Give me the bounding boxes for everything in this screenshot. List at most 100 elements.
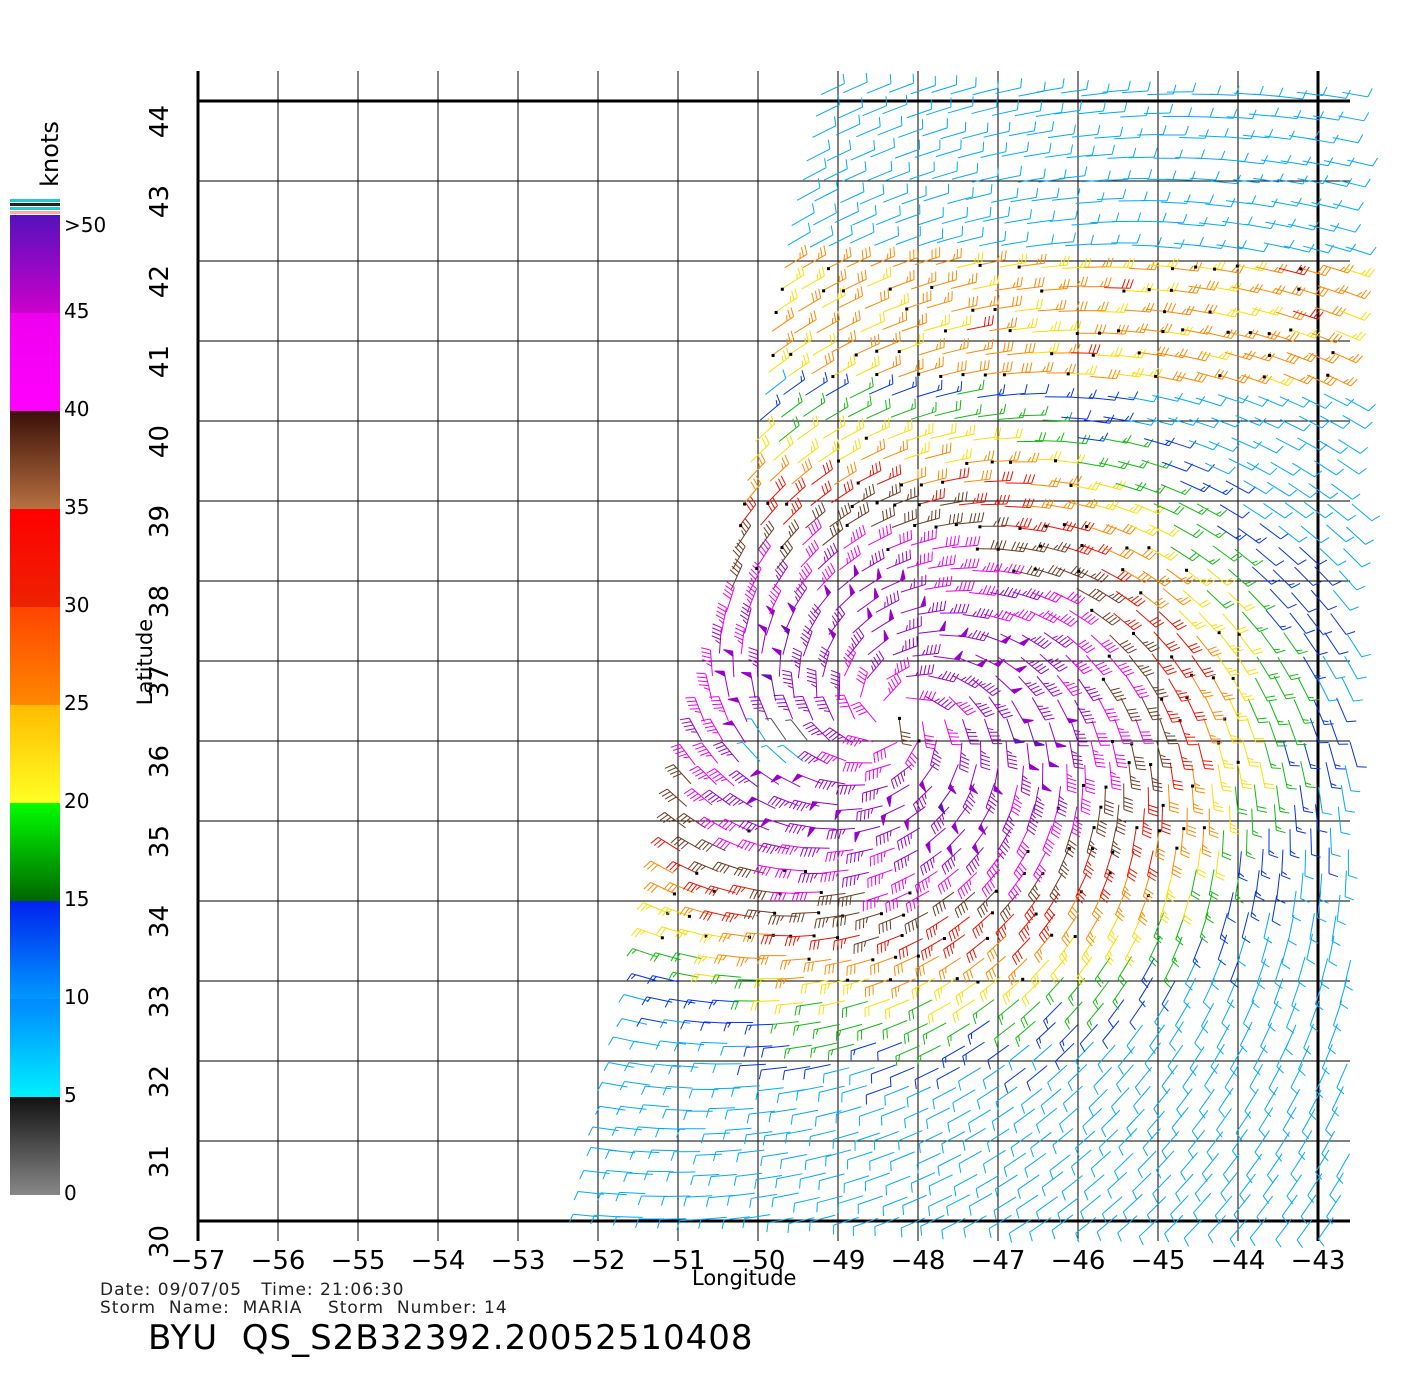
wind-barb-feather bbox=[757, 548, 765, 557]
wind-barb bbox=[645, 1085, 672, 1090]
wind-barb-feather bbox=[901, 645, 904, 652]
wind-barb-feather bbox=[712, 1063, 717, 1074]
wind-barb bbox=[1066, 764, 1068, 791]
wind-barb bbox=[1090, 740, 1097, 767]
wind-barb-feather bbox=[1258, 721, 1269, 724]
wind-barb-feather bbox=[914, 364, 918, 371]
wind-barb-feather bbox=[1040, 298, 1044, 309]
wind-barb-feather bbox=[1076, 454, 1082, 464]
wind-barb-feather bbox=[1320, 983, 1330, 990]
wind-barb bbox=[666, 788, 687, 807]
wind-barb bbox=[905, 697, 932, 702]
wind-barb-feather bbox=[1075, 660, 1085, 666]
wind-barb bbox=[822, 424, 846, 439]
wind-barb-feather bbox=[979, 992, 984, 1003]
wind-barb-feather bbox=[1228, 466, 1236, 475]
wind-barb bbox=[1321, 1130, 1335, 1154]
wind-barb bbox=[1086, 826, 1095, 853]
wind-barb-feather bbox=[1099, 594, 1107, 602]
rain-flag bbox=[1080, 544, 1084, 548]
wind-barb bbox=[1268, 354, 1294, 365]
wind-barb-feather bbox=[717, 954, 723, 965]
rain-flag bbox=[1009, 460, 1013, 464]
wind-barb bbox=[1101, 568, 1125, 583]
rain-flag bbox=[1289, 328, 1293, 332]
wind-barb-feather bbox=[667, 767, 677, 772]
wind-barb bbox=[792, 1109, 819, 1116]
wind-barb bbox=[1299, 785, 1305, 812]
wind-barb-feather bbox=[1346, 377, 1355, 385]
wind-barb-feather bbox=[674, 838, 682, 846]
wind-barb-feather bbox=[937, 643, 941, 654]
wind-barb-feather bbox=[771, 1197, 774, 1208]
wind-barb-feather bbox=[1079, 1043, 1086, 1053]
wind-barb-feather bbox=[1091, 480, 1098, 490]
wind-barb bbox=[1226, 977, 1238, 1002]
rain-flag bbox=[889, 978, 893, 982]
wind-barb-feather bbox=[1090, 618, 1099, 625]
rain-flag bbox=[919, 483, 923, 487]
wind-barb bbox=[941, 1131, 966, 1145]
rain-flag bbox=[879, 912, 883, 916]
wind-barb-feather bbox=[1329, 492, 1339, 499]
wind-barb-feather bbox=[1339, 266, 1346, 271]
wind-barb bbox=[704, 910, 730, 918]
wind-barb-feather bbox=[844, 504, 849, 515]
wind-barb-feather bbox=[884, 1009, 887, 1020]
wind-barb-feather bbox=[975, 926, 980, 936]
wind-barb-feather bbox=[818, 504, 823, 514]
wind-barb bbox=[1299, 546, 1319, 566]
wind-barb-feather bbox=[958, 1081, 962, 1091]
wind-barb bbox=[937, 1154, 962, 1167]
wind-barb-feather bbox=[760, 955, 765, 965]
wind-barb-feather bbox=[1150, 647, 1160, 653]
wind-barb bbox=[643, 902, 668, 914]
wind-barb-feather bbox=[722, 793, 731, 800]
wind-barb-feather bbox=[1177, 692, 1188, 695]
wind-barb-feather bbox=[1353, 699, 1364, 702]
wind-barb-feather bbox=[686, 883, 694, 892]
wind-barb-feather bbox=[1204, 767, 1215, 770]
wind-barb bbox=[1054, 592, 1079, 605]
wind-barb bbox=[1336, 697, 1348, 723]
wind-barb bbox=[1297, 437, 1321, 451]
wind-barb bbox=[809, 234, 834, 248]
wind-barb-feather bbox=[761, 891, 767, 901]
colorbar-bin bbox=[10, 411, 60, 509]
wind-barb-feather bbox=[777, 844, 783, 854]
wind-barb-feather bbox=[1253, 283, 1260, 293]
wind-barb-feather bbox=[1303, 1047, 1312, 1055]
wind-barb bbox=[1204, 462, 1229, 475]
wind-barb-feather bbox=[792, 800, 799, 810]
wind-barb bbox=[793, 319, 817, 334]
wind-barb bbox=[1145, 675, 1160, 699]
wind-barb bbox=[828, 1043, 855, 1052]
wind-barb bbox=[997, 417, 1024, 421]
wind-barb-feather bbox=[1322, 720, 1329, 723]
wind-barb-feather bbox=[1070, 688, 1080, 694]
wind-barb-feather bbox=[1360, 311, 1368, 320]
wind-barb-feather bbox=[743, 909, 749, 919]
wind-barb-feather bbox=[712, 703, 722, 706]
wind-barb-feather bbox=[1117, 1066, 1124, 1075]
wind-barb-feather bbox=[760, 1156, 763, 1167]
wind-barb-feather bbox=[689, 793, 699, 800]
wind-barb-feather bbox=[750, 496, 757, 505]
wind-barb bbox=[841, 1085, 868, 1094]
wind-barb-feather bbox=[704, 791, 713, 799]
wind-barb-feather bbox=[1015, 521, 1020, 527]
wind-barb-feather bbox=[1237, 808, 1247, 812]
wind-barb-feather bbox=[1045, 1017, 1049, 1024]
wind-barb-feather bbox=[1256, 1216, 1263, 1225]
wind-barb bbox=[1318, 547, 1339, 566]
wind-barb-feather bbox=[925, 930, 930, 940]
wind-barb-feather bbox=[711, 631, 721, 636]
wind-barb bbox=[715, 1149, 742, 1153]
wind-barb-feather bbox=[1102, 523, 1110, 533]
wind-barb-feather bbox=[1017, 1189, 1021, 1199]
wind-barb-feather bbox=[753, 865, 759, 874]
wind-barb-feather bbox=[1059, 568, 1066, 577]
wind-barb-feather bbox=[742, 821, 749, 830]
wind-barb-feather bbox=[865, 248, 868, 258]
wind-barb-feather bbox=[1027, 456, 1032, 463]
